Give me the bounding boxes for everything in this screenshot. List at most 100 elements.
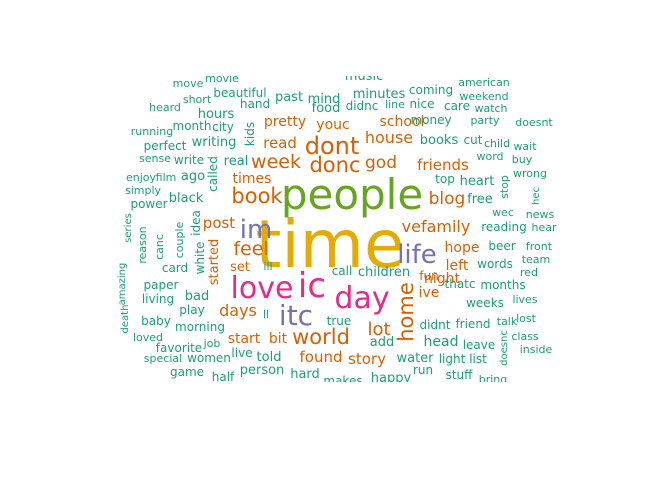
- word-im: im: [240, 215, 273, 245]
- word-beautiful: beautiful: [213, 86, 266, 100]
- word-friends: friends: [417, 156, 469, 174]
- word-heart: heart: [460, 174, 495, 189]
- word-found: found: [300, 348, 343, 366]
- word-perfect: perfect: [144, 139, 187, 153]
- word-story: story: [348, 350, 386, 368]
- word-wrong: wrong: [513, 167, 547, 180]
- word-mind: mind: [308, 92, 341, 107]
- word-free: free: [467, 192, 493, 207]
- word-american: american: [458, 76, 510, 89]
- word-pretty: pretty: [264, 114, 306, 130]
- word-black: black: [169, 191, 204, 206]
- word-party: party: [470, 114, 500, 127]
- word-wec: wec: [492, 206, 514, 219]
- word-line: line: [385, 98, 405, 111]
- word-news: news: [526, 208, 555, 221]
- word-half: half: [212, 370, 235, 384]
- word-read: read: [263, 134, 297, 152]
- word-day: day: [334, 281, 389, 316]
- word-child: child: [484, 137, 510, 150]
- word-stuff: stuff: [446, 368, 474, 382]
- word-class: class: [511, 330, 539, 343]
- word-list: list: [469, 352, 487, 366]
- word-loved: loved: [133, 331, 163, 344]
- word-special: special: [144, 352, 182, 365]
- word-series: series: [123, 213, 134, 243]
- word-vefamily: vefamily: [402, 217, 471, 236]
- word-couple: couple: [173, 221, 186, 258]
- word-ill: ill: [263, 260, 272, 273]
- word-minutes: minutes: [353, 87, 406, 102]
- word-start: start: [228, 331, 261, 347]
- word-call: call: [332, 264, 353, 278]
- word-heard: heard: [149, 101, 181, 114]
- word-job: job: [203, 337, 221, 350]
- word-people: people: [281, 170, 423, 219]
- word-paper: paper: [144, 278, 179, 292]
- word-white: white: [193, 242, 207, 275]
- word-lost: lost: [516, 312, 537, 325]
- word-house: house: [365, 128, 413, 147]
- word-person: person: [240, 363, 285, 378]
- word-night: night: [424, 271, 461, 287]
- word-true: true: [327, 314, 352, 328]
- word-power: power: [130, 197, 167, 211]
- word-school: school: [380, 114, 425, 130]
- word-times: times: [233, 171, 272, 187]
- word-red: red: [520, 266, 538, 279]
- word-life: life: [397, 240, 437, 270]
- word-youc: youc: [316, 117, 349, 133]
- word-water: water: [396, 351, 434, 366]
- word-weeks: weeks: [466, 296, 504, 310]
- word-inside: inside: [520, 343, 553, 356]
- word-world: world: [292, 325, 350, 349]
- word-writing: writing: [192, 135, 237, 150]
- word-told: told: [257, 350, 282, 365]
- word-amazing: amazing: [117, 263, 128, 306]
- word-reason: reason: [136, 226, 149, 263]
- word-doesnt: doesnt: [515, 116, 553, 129]
- word-bad: bad: [185, 289, 209, 304]
- word-weekend: weekend: [459, 90, 508, 103]
- word-cut: cut: [464, 133, 483, 147]
- word-week: week: [251, 151, 301, 173]
- word-hec: hec: [531, 187, 542, 205]
- word-time: time: [255, 206, 404, 283]
- word-living: living: [142, 292, 174, 306]
- word-months: months: [480, 278, 525, 292]
- word-beer: beer: [488, 239, 515, 253]
- word-play: play: [179, 303, 204, 317]
- word-front: front: [526, 240, 553, 253]
- word-ago: ago: [181, 169, 205, 184]
- word-feel: feel: [233, 238, 268, 260]
- word-doesnc: doesnc: [499, 330, 510, 366]
- word-talk: talk: [497, 315, 518, 328]
- word-ic: ic: [298, 266, 326, 306]
- word-kids: kids: [243, 122, 257, 146]
- word-post: post: [203, 214, 236, 232]
- word-god: god: [365, 153, 397, 173]
- word-called: called: [206, 156, 220, 192]
- word-women: women: [187, 351, 231, 365]
- word-friend: friend: [455, 317, 490, 331]
- word-month: month: [173, 119, 212, 133]
- word-hard: hard: [290, 367, 320, 382]
- word-donc: donc: [309, 153, 360, 177]
- word-left: left: [446, 258, 469, 274]
- word-happy: happy: [371, 371, 412, 386]
- word-didnt: didnt: [420, 318, 451, 332]
- word-move: move: [173, 77, 204, 90]
- word-coming: coming: [409, 83, 453, 97]
- word-canc: canc: [153, 234, 166, 260]
- word-hear: hear: [531, 221, 556, 234]
- word-card: card: [162, 261, 188, 275]
- word-blog: blog: [429, 189, 466, 209]
- word-top: top: [435, 172, 455, 186]
- word-movie: movie: [205, 72, 239, 85]
- word-book: book: [231, 184, 283, 208]
- word-food: food: [312, 101, 341, 116]
- word-hope: hope: [445, 240, 480, 256]
- word-buy: buy: [512, 153, 533, 166]
- word-set: set: [230, 260, 250, 275]
